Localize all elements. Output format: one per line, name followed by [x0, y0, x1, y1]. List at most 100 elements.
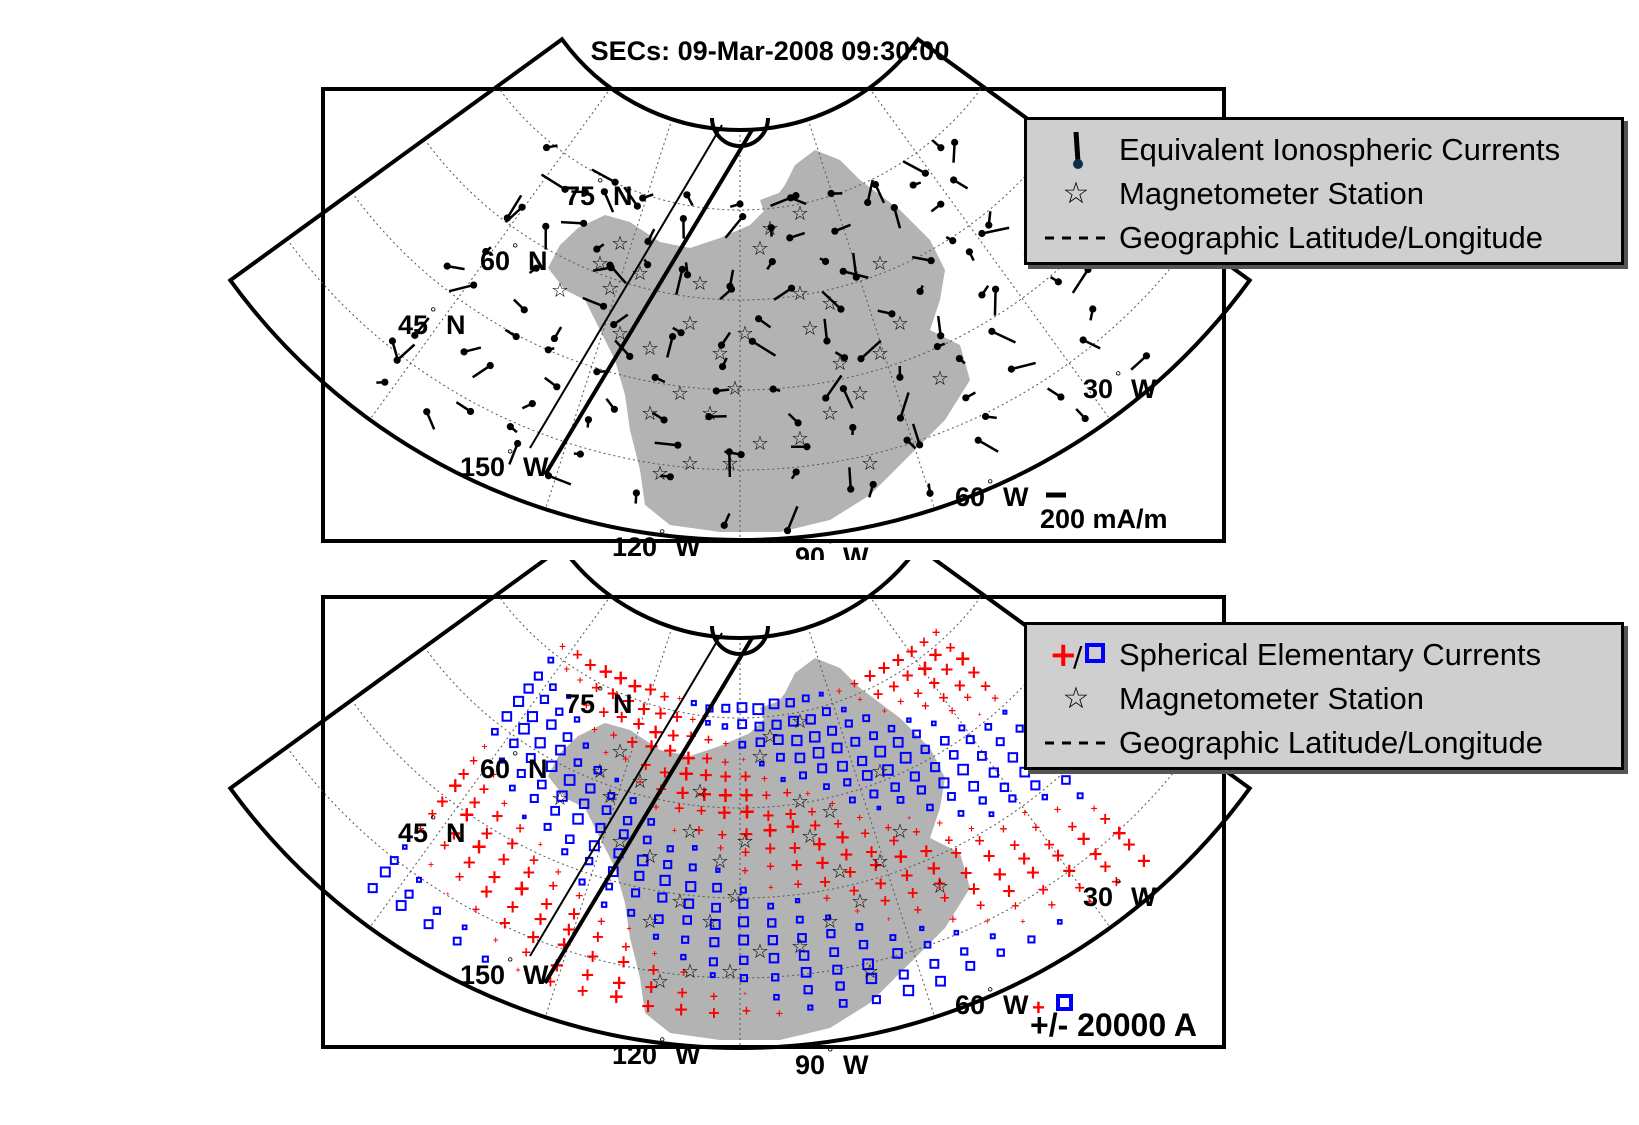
- sec-positive-marker: +: [478, 781, 490, 798]
- current-vector-head: [837, 305, 845, 313]
- current-vector-head: [470, 281, 478, 289]
- sec-negative-marker: [841, 706, 847, 713]
- sec-positive-marker: +: [603, 748, 609, 757]
- sec-positive-marker: +: [585, 947, 600, 967]
- sec-positive-marker: +: [854, 906, 861, 916]
- sec-positive-marker: +: [966, 662, 981, 683]
- current-vector-head: [1057, 393, 1065, 401]
- sec-positive-marker: +: [721, 756, 730, 769]
- current-vector-head: [660, 416, 668, 424]
- current-vector-head: [443, 262, 451, 270]
- sec-negative-marker: [572, 813, 584, 825]
- current-vector: [977, 439, 999, 453]
- sec-positive-marker: +: [673, 800, 685, 816]
- sec-negative-marker: [1056, 919, 1063, 925]
- sec-positive-marker: +: [1074, 880, 1086, 896]
- sec-positive-marker: +: [521, 863, 536, 883]
- sec-positive-marker: +: [489, 770, 497, 781]
- current-vector: [413, 317, 430, 337]
- sec-positive-marker: +: [677, 761, 695, 786]
- sec-positive-marker: +: [672, 827, 678, 835]
- sec-positive-marker: +: [576, 675, 584, 686]
- sec-positive-marker: +: [505, 896, 520, 917]
- sec-positive-marker: +: [897, 696, 905, 707]
- current-vector-head: [593, 368, 601, 376]
- sec-positive-marker: +: [471, 903, 480, 916]
- sec-positive-marker: +: [481, 741, 488, 751]
- meridian-gridline: [868, 87, 1111, 420]
- sec-negative-marker: [768, 952, 780, 964]
- sec-positive-marker: +: [639, 756, 652, 774]
- current-vector-head: [864, 198, 872, 207]
- sec-positive-marker: +: [743, 991, 747, 997]
- station-marker: ☆: [591, 759, 609, 783]
- sec-positive-marker: +: [515, 821, 526, 836]
- current-vector: [506, 194, 523, 219]
- sec-negative-marker: [1008, 794, 1017, 803]
- current-vector-head: [909, 181, 917, 189]
- current-vector-head: [737, 451, 745, 459]
- sec-positive-marker: +: [1090, 803, 1098, 814]
- current-vector: [770, 194, 797, 207]
- sec-negative-marker: [529, 793, 539, 803]
- degree-symbol: °: [659, 1035, 665, 1052]
- sec-negative-marker: [752, 703, 765, 716]
- current-vector-head: [748, 337, 756, 345]
- sec-negative-marker: [709, 919, 721, 930]
- sec-positive-marker: +: [1110, 874, 1122, 890]
- sec-positive-marker: +: [643, 735, 659, 758]
- sec-positive-marker: +: [892, 844, 909, 868]
- station-marker: ☆: [871, 849, 889, 873]
- sec-negative-marker: [1027, 935, 1036, 944]
- map-layer: +++++++++++++++++ ++++++++++++++++ +++++++…: [227, 560, 1253, 1050]
- sec-positive-marker: +: [912, 824, 922, 838]
- sec-positive-marker: +: [784, 814, 801, 838]
- sec-negative-marker: [916, 785, 927, 795]
- sec-positive-marker: +: [849, 675, 859, 690]
- current-vector: [842, 270, 869, 279]
- current-vector-head: [644, 237, 652, 246]
- current-vector: [751, 340, 777, 357]
- scale-plus-marker: +: [1032, 995, 1045, 1020]
- sec-negative-marker: [688, 863, 697, 872]
- station-marker: ☆: [641, 844, 659, 868]
- dashed-line-icon: [1041, 721, 1111, 765]
- sec-negative-marker: [767, 934, 778, 946]
- current-vector-head: [593, 245, 601, 253]
- sec-negative-marker: [680, 953, 687, 961]
- current-vector-head: [610, 405, 618, 413]
- sec-negative-marker: [647, 818, 656, 826]
- sec-negative-marker: [607, 792, 616, 800]
- sec-negative-marker: [861, 770, 873, 781]
- coordinate-label: 30: [1083, 374, 1113, 404]
- current-vector: [899, 392, 910, 419]
- current-vector: [821, 290, 842, 311]
- sec-positive-marker: +: [625, 733, 639, 752]
- sec-positive-marker: +: [707, 1003, 720, 1022]
- station-marker: ☆: [651, 461, 669, 485]
- sec-positive-marker: +: [583, 656, 598, 676]
- sec-negative-marker: [773, 734, 784, 746]
- sec-negative-marker: [803, 985, 813, 995]
- sec-positive-marker: +: [805, 789, 811, 798]
- sec-positive-marker: +: [643, 679, 658, 700]
- sec-negative-marker: [768, 698, 780, 710]
- sec-negative-marker: [709, 972, 716, 979]
- sec-negative-marker: [737, 916, 750, 928]
- sec-negative-marker: [561, 848, 569, 856]
- sec-positive-marker: +: [651, 949, 657, 958]
- scale-label: +/- 20000 A: [1030, 1007, 1197, 1043]
- current-vector-head: [506, 423, 514, 431]
- sec-negative-marker: [573, 716, 581, 723]
- current-vector: [981, 226, 1010, 235]
- sec-positive-marker: +: [591, 724, 598, 734]
- current-vector: [866, 179, 874, 203]
- sec-positive-marker: +: [675, 781, 691, 804]
- sec-negative-marker: [818, 691, 824, 697]
- sec-positive-marker: +: [836, 687, 843, 697]
- current-vector-head: [839, 267, 847, 275]
- sec-negative-marker: [715, 867, 721, 873]
- current-vector-head: [611, 178, 619, 186]
- sec-negative-marker: [534, 737, 546, 749]
- sec-positive-marker: +: [591, 927, 605, 946]
